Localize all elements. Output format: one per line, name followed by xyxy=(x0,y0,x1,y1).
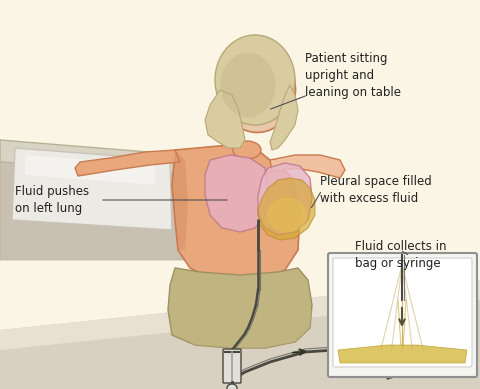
Polygon shape xyxy=(12,148,172,230)
Polygon shape xyxy=(0,162,185,260)
Polygon shape xyxy=(338,345,467,363)
Ellipse shape xyxy=(227,384,237,389)
Polygon shape xyxy=(270,155,345,178)
Polygon shape xyxy=(0,140,185,175)
Ellipse shape xyxy=(267,198,307,233)
Polygon shape xyxy=(172,310,312,348)
Ellipse shape xyxy=(215,35,295,125)
Polygon shape xyxy=(168,268,312,348)
Polygon shape xyxy=(75,150,180,176)
FancyBboxPatch shape xyxy=(333,258,472,367)
FancyBboxPatch shape xyxy=(328,253,477,377)
Polygon shape xyxy=(172,150,188,250)
Text: Fluid collects in
bag or syringe: Fluid collects in bag or syringe xyxy=(355,240,446,270)
Polygon shape xyxy=(25,155,155,185)
Polygon shape xyxy=(0,280,480,350)
Ellipse shape xyxy=(233,141,261,159)
Polygon shape xyxy=(258,178,315,240)
FancyBboxPatch shape xyxy=(223,349,241,383)
Polygon shape xyxy=(205,90,245,148)
Ellipse shape xyxy=(220,47,296,133)
Text: Fluid pushes
on left lung: Fluid pushes on left lung xyxy=(15,185,89,215)
Text: Pleural space filled
with excess fluid: Pleural space filled with excess fluid xyxy=(320,175,432,205)
Ellipse shape xyxy=(220,53,276,117)
Text: Patient sitting
upright and
leaning on table: Patient sitting upright and leaning on t… xyxy=(305,52,401,99)
Polygon shape xyxy=(172,145,300,280)
Polygon shape xyxy=(0,280,480,389)
Polygon shape xyxy=(205,155,268,232)
Polygon shape xyxy=(270,85,298,150)
Polygon shape xyxy=(258,163,312,235)
